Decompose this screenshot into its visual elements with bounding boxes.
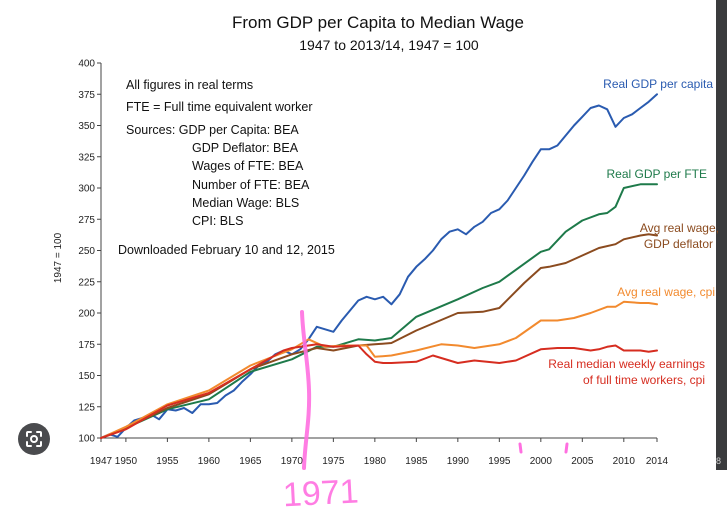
- x-tick-label: 2005: [571, 456, 594, 467]
- x-tick-label: 2010: [613, 456, 636, 467]
- x-tick-label: 1980: [364, 456, 387, 467]
- adjacent-image-label: 8: [716, 456, 722, 466]
- x-tick-label: 1965: [239, 456, 262, 467]
- x-tick-label: 1990: [447, 456, 470, 467]
- x-tick-label: 1975: [322, 456, 345, 467]
- chart-subtitle: 1947 to 2013/14, 1947 = 100: [299, 37, 479, 53]
- y-tick-label: 400: [78, 59, 95, 70]
- series-label-0: Real GDP per capita: [603, 77, 713, 91]
- series-label-2: Avg real wage,: [640, 221, 719, 235]
- y-tick-label: 350: [78, 121, 95, 132]
- x-tick-label: 1985: [405, 456, 428, 467]
- handwritten-year: 1971: [282, 472, 360, 513]
- google-lens-icon: [26, 431, 42, 447]
- handwritten-tick-mark: [518, 442, 523, 454]
- x-tick-label: 1960: [198, 456, 221, 467]
- y-tick-label: 125: [78, 402, 95, 413]
- handwritten-vertical-line: [300, 310, 312, 470]
- google-lens-button[interactable]: [18, 423, 50, 455]
- adjacent-image-strip: 8: [716, 0, 727, 470]
- x-tick-label: 1995: [488, 456, 511, 467]
- series-label-2: GDP deflator: [644, 237, 713, 251]
- note-line: CPI: BLS: [192, 214, 243, 228]
- y-tick-label: 300: [78, 184, 95, 195]
- y-tick-label: 275: [78, 215, 95, 226]
- x-tick-label: 1950: [115, 456, 138, 467]
- note-line: Sources: GDP per Capita: BEA: [126, 123, 299, 137]
- y-tick-label: 250: [78, 246, 95, 257]
- handwritten-tick-mark: [564, 442, 569, 454]
- series-label-1: Real GDP per FTE: [607, 167, 707, 181]
- axes: 100 125 150 175 200 225 250 275 300 325 350 375 400 1…: [78, 59, 668, 468]
- note-line: Downloaded February 10 and 12, 2015: [118, 243, 335, 257]
- note-line: All figures in real terms: [126, 78, 253, 92]
- series-label-4: of full time workers, cpi: [583, 373, 705, 387]
- y-tick-label: 200: [78, 309, 95, 320]
- y-axis-label: 1947 = 100: [53, 232, 64, 283]
- series-line-4: [100, 343, 658, 439]
- x-tick-label: 2014: [646, 456, 669, 467]
- series-lines: [100, 93, 658, 439]
- series-label-4: Real median weekly earnings: [548, 357, 705, 371]
- y-tick-label: 150: [78, 371, 95, 382]
- series-line-1: [100, 183, 658, 439]
- series-line-0: [100, 93, 658, 439]
- image-panel: [0, 0, 716, 470]
- x-tick-label: 1955: [156, 456, 179, 467]
- series-labels: Real GDP per capita Real GDP per FTE Avg r…: [548, 77, 719, 387]
- note-line: Number of FTE: BEA: [192, 178, 310, 192]
- chart-title: From GDP per Capita to Median Wage: [232, 13, 524, 32]
- note-line: FTE = Full time equivalent worker: [126, 100, 313, 114]
- series-label-3: Avg real wage, cpi: [617, 285, 715, 299]
- note-line: Median Wage: BLS: [192, 196, 299, 210]
- note-line: GDP Deflator: BEA: [192, 141, 299, 155]
- notes-block: All figures in real terms FTE = Full tim…: [118, 78, 335, 257]
- y-tick-label: 175: [78, 340, 95, 351]
- x-tick-label: 1947: [90, 456, 113, 467]
- x-tick-label: 2000: [530, 456, 553, 467]
- handwritten-annotation: 1971: [282, 310, 569, 513]
- y-tick-label: 375: [78, 90, 95, 101]
- y-tick-label: 325: [78, 152, 95, 163]
- x-tick-label: 1970: [281, 456, 304, 467]
- series-line-2: [100, 233, 658, 439]
- y-tick-label: 225: [78, 277, 95, 288]
- note-line: Wages of FTE: BEA: [192, 159, 304, 173]
- y-tick-label: 100: [78, 434, 95, 445]
